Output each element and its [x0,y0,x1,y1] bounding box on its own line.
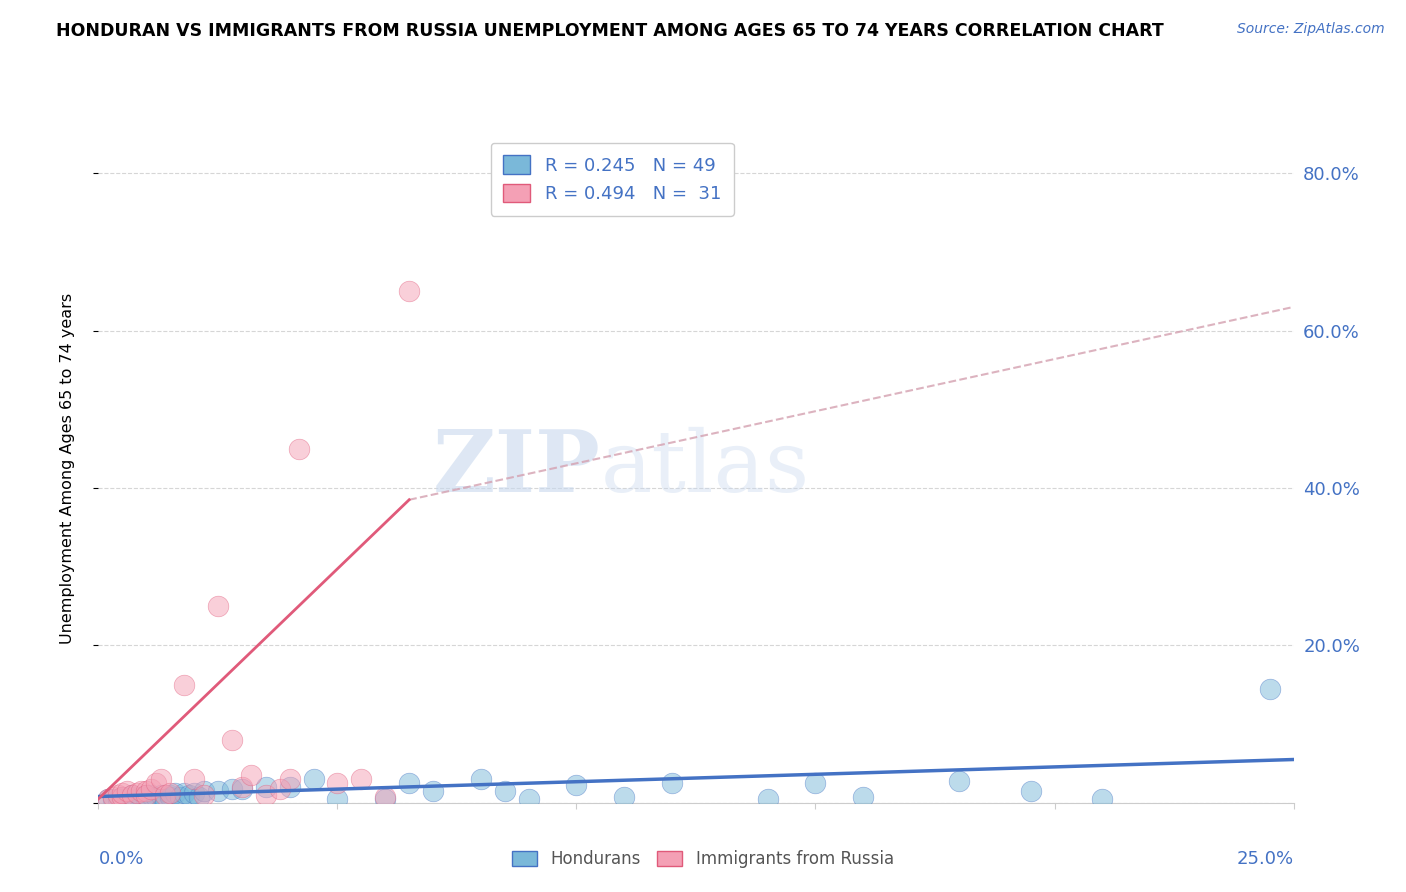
Point [111,786,134,800]
Point [193,784,215,798]
Point [374,789,396,804]
Point [193,788,215,802]
Point [422,784,444,798]
Point [159,786,181,800]
Point [135,788,157,802]
Point [139,788,162,802]
Point [269,781,291,796]
Point [107,792,129,806]
Point [302,772,325,787]
Point [101,792,124,806]
Point [350,772,373,787]
Point [207,784,229,798]
Point [155,792,177,806]
Text: 25.0%: 25.0% [1236,849,1294,868]
Point [121,789,143,804]
Point [254,788,277,802]
Point [470,772,492,787]
Point [326,792,349,806]
Legend: R = 0.245   N = 49, R = 0.494   N =  31: R = 0.245 N = 49, R = 0.494 N = 31 [491,143,734,216]
Text: atlas: atlas [600,426,810,510]
Point [278,772,301,787]
Point [173,678,195,692]
Point [254,780,277,794]
Point [183,772,205,787]
Point [111,789,134,804]
Point [756,792,779,806]
Point [149,788,172,802]
Point [159,789,181,804]
Point [135,792,157,806]
Point [107,788,129,802]
Point [111,792,134,806]
Point [101,789,124,804]
Point [145,776,167,790]
Point [121,788,143,802]
Point [517,792,540,806]
Text: Source: ZipAtlas.com: Source: ZipAtlas.com [1237,22,1385,37]
Text: HONDURAN VS IMMIGRANTS FROM RUSSIA UNEMPLOYMENT AMONG AGES 65 TO 74 YEARS CORREL: HONDURAN VS IMMIGRANTS FROM RUSSIA UNEMP… [56,22,1164,40]
Point [240,768,263,782]
Point [173,786,195,800]
Point [131,789,153,804]
Point [135,789,157,804]
Point [398,776,420,790]
Point [661,776,683,790]
Point [231,781,253,796]
Point [179,788,201,802]
Point [135,784,157,798]
Point [115,784,138,798]
Point [183,786,205,800]
Point [948,773,970,788]
Point [187,789,209,804]
Point [1019,784,1042,798]
Point [135,788,157,802]
Point [125,786,148,800]
Point [159,788,181,802]
Point [231,780,253,794]
Point [278,780,301,794]
Point [121,788,143,802]
Text: 0.0%: 0.0% [98,849,143,868]
Point [97,792,120,806]
Point [221,732,243,747]
Point [804,776,827,790]
Text: ZIP: ZIP [433,426,600,510]
Legend: Hondurans, Immigrants from Russia: Hondurans, Immigrants from Russia [505,844,901,875]
Point [221,781,243,796]
Point [398,284,420,298]
Point [139,781,162,796]
Point [145,789,167,804]
Point [155,788,177,802]
Y-axis label: Unemployment Among Ages 65 to 74 years: Unemployment Among Ages 65 to 74 years [60,293,75,644]
Point [326,776,349,790]
Point [565,779,588,793]
Point [149,772,172,787]
Point [163,786,186,800]
Point [852,789,875,804]
Point [131,784,153,798]
Point [169,789,191,804]
Point [125,792,148,806]
Point [97,792,120,806]
Point [613,789,636,804]
Point [1091,792,1114,806]
Point [1258,681,1281,696]
Point [115,792,138,806]
Point [288,442,311,456]
Point [111,789,134,804]
Point [207,599,229,613]
Point [494,784,516,798]
Point [374,792,396,806]
